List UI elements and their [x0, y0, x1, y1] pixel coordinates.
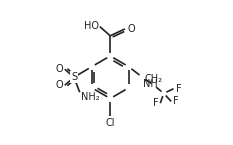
Text: CH₂: CH₂: [145, 74, 163, 84]
Text: O: O: [55, 80, 63, 90]
Text: NH₂: NH₂: [81, 92, 100, 102]
Text: S: S: [71, 72, 77, 82]
Text: O: O: [55, 64, 63, 74]
Text: HO: HO: [84, 21, 99, 31]
Text: O: O: [127, 24, 135, 34]
Text: Cl: Cl: [106, 118, 115, 128]
Text: F: F: [176, 84, 181, 94]
Text: F: F: [153, 98, 158, 108]
Text: NH: NH: [143, 79, 158, 89]
Text: F: F: [173, 96, 179, 106]
